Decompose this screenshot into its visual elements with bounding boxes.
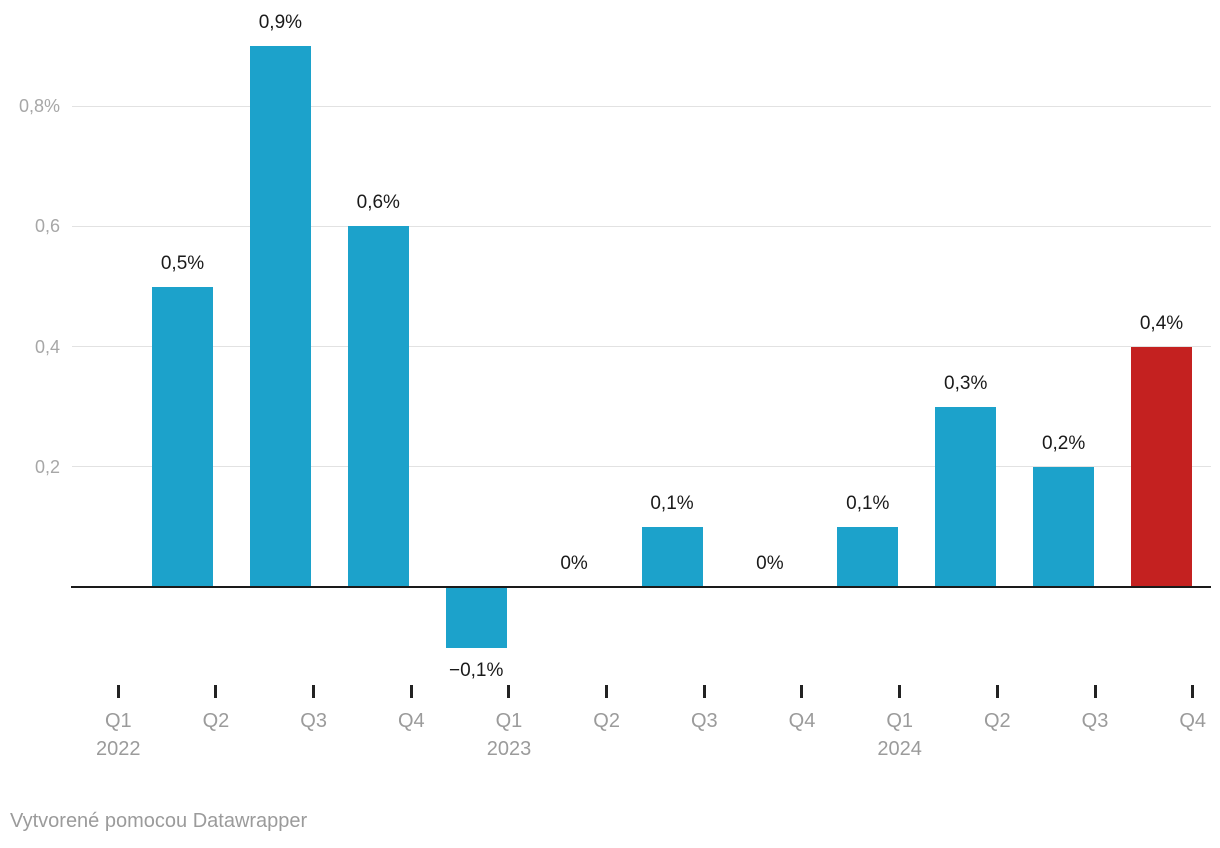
x-axis-quarter-label: Q3 bbox=[300, 710, 327, 732]
x-axis-tick bbox=[898, 685, 902, 698]
x-axis-quarter-label: Q3 bbox=[690, 710, 718, 732]
y-axis-label: 0,6 bbox=[34, 216, 60, 237]
bar-q3-2024[interactable] bbox=[1131, 346, 1192, 587]
x-axis-quarter-label: Q1 bbox=[495, 710, 523, 732]
x-axis-tick bbox=[1191, 685, 1195, 698]
gridline bbox=[72, 225, 1211, 227]
x-axis-tick bbox=[214, 685, 218, 698]
x-axis-tick bbox=[312, 685, 316, 698]
value-label-q2-2022: 0,9% bbox=[258, 12, 303, 34]
bar-q2-2022[interactable] bbox=[249, 46, 311, 587]
x-axis-quarter-label: Q1 bbox=[886, 710, 913, 732]
value-label-q3-2022: 0,6% bbox=[356, 192, 400, 214]
bar-q3-2022[interactable] bbox=[347, 226, 409, 587]
value-label-q3-2024: 0,4% bbox=[1139, 312, 1184, 334]
x-axis-year-label: 2023 bbox=[486, 738, 532, 760]
bar-q4-2022[interactable] bbox=[445, 588, 507, 649]
x-axis-tick bbox=[409, 685, 413, 698]
value-label-q1-2023: 0% bbox=[560, 553, 588, 574]
value-label-q1-2024: 0,3% bbox=[944, 372, 988, 394]
bar-q2-2023[interactable] bbox=[641, 526, 703, 587]
x-axis-tick bbox=[995, 685, 999, 698]
x-axis-tick bbox=[1093, 685, 1097, 698]
value-label-q2-2024: 0,2% bbox=[1041, 432, 1086, 454]
x-axis-quarter-label: Q2 bbox=[983, 710, 1011, 732]
value-label-q3-2023: 0% bbox=[756, 553, 784, 574]
x-axis-tick bbox=[507, 685, 511, 698]
x-axis-quarter-label: Q3 bbox=[1081, 710, 1109, 732]
x-axis-quarter-label: Q1 bbox=[104, 710, 132, 732]
x-axis-quarter-label: Q4 bbox=[397, 710, 425, 732]
value-label-q2-2023: 0,1% bbox=[650, 492, 694, 514]
x-axis-quarter-label: Q2 bbox=[593, 710, 620, 732]
x-axis-quarter-label: Q4 bbox=[788, 710, 816, 732]
x-axis-quarter-label: Q4 bbox=[1179, 710, 1206, 732]
x-axis-quarter-label: Q2 bbox=[202, 710, 230, 732]
bar-q1-2022[interactable] bbox=[152, 286, 213, 587]
x-axis-baseline bbox=[71, 586, 1211, 588]
x-axis-tick bbox=[702, 685, 706, 698]
gridline bbox=[72, 466, 1211, 468]
x-axis-tick bbox=[605, 685, 609, 698]
y-axis-label: 0,8% bbox=[18, 96, 60, 117]
attribution-datawrapper-link[interactable]: Datawrapper bbox=[192, 810, 308, 832]
value-label-q4-2022: −0,1% bbox=[448, 660, 504, 682]
gridline bbox=[72, 105, 1211, 107]
value-label-q4-2023: 0,1% bbox=[846, 492, 890, 514]
value-label-q1-2022: 0,5% bbox=[160, 252, 205, 274]
bar-q4-2023[interactable] bbox=[837, 526, 899, 587]
x-axis-tick bbox=[116, 685, 120, 698]
y-axis-label: 0,4 bbox=[34, 336, 60, 357]
attribution-text: Vytvorené pomocou bbox=[10, 810, 193, 832]
y-axis-label: 0,2 bbox=[34, 456, 60, 477]
gridline bbox=[72, 346, 1211, 348]
bar-q2-2024[interactable] bbox=[1033, 466, 1095, 587]
x-axis-year-label: 2024 bbox=[877, 738, 922, 760]
x-axis-year-label: 2022 bbox=[96, 738, 141, 760]
x-axis-tick bbox=[800, 685, 804, 698]
bar-q1-2024[interactable] bbox=[935, 406, 997, 587]
attribution: Vytvorené pomocou Datawrapper bbox=[10, 809, 307, 834]
